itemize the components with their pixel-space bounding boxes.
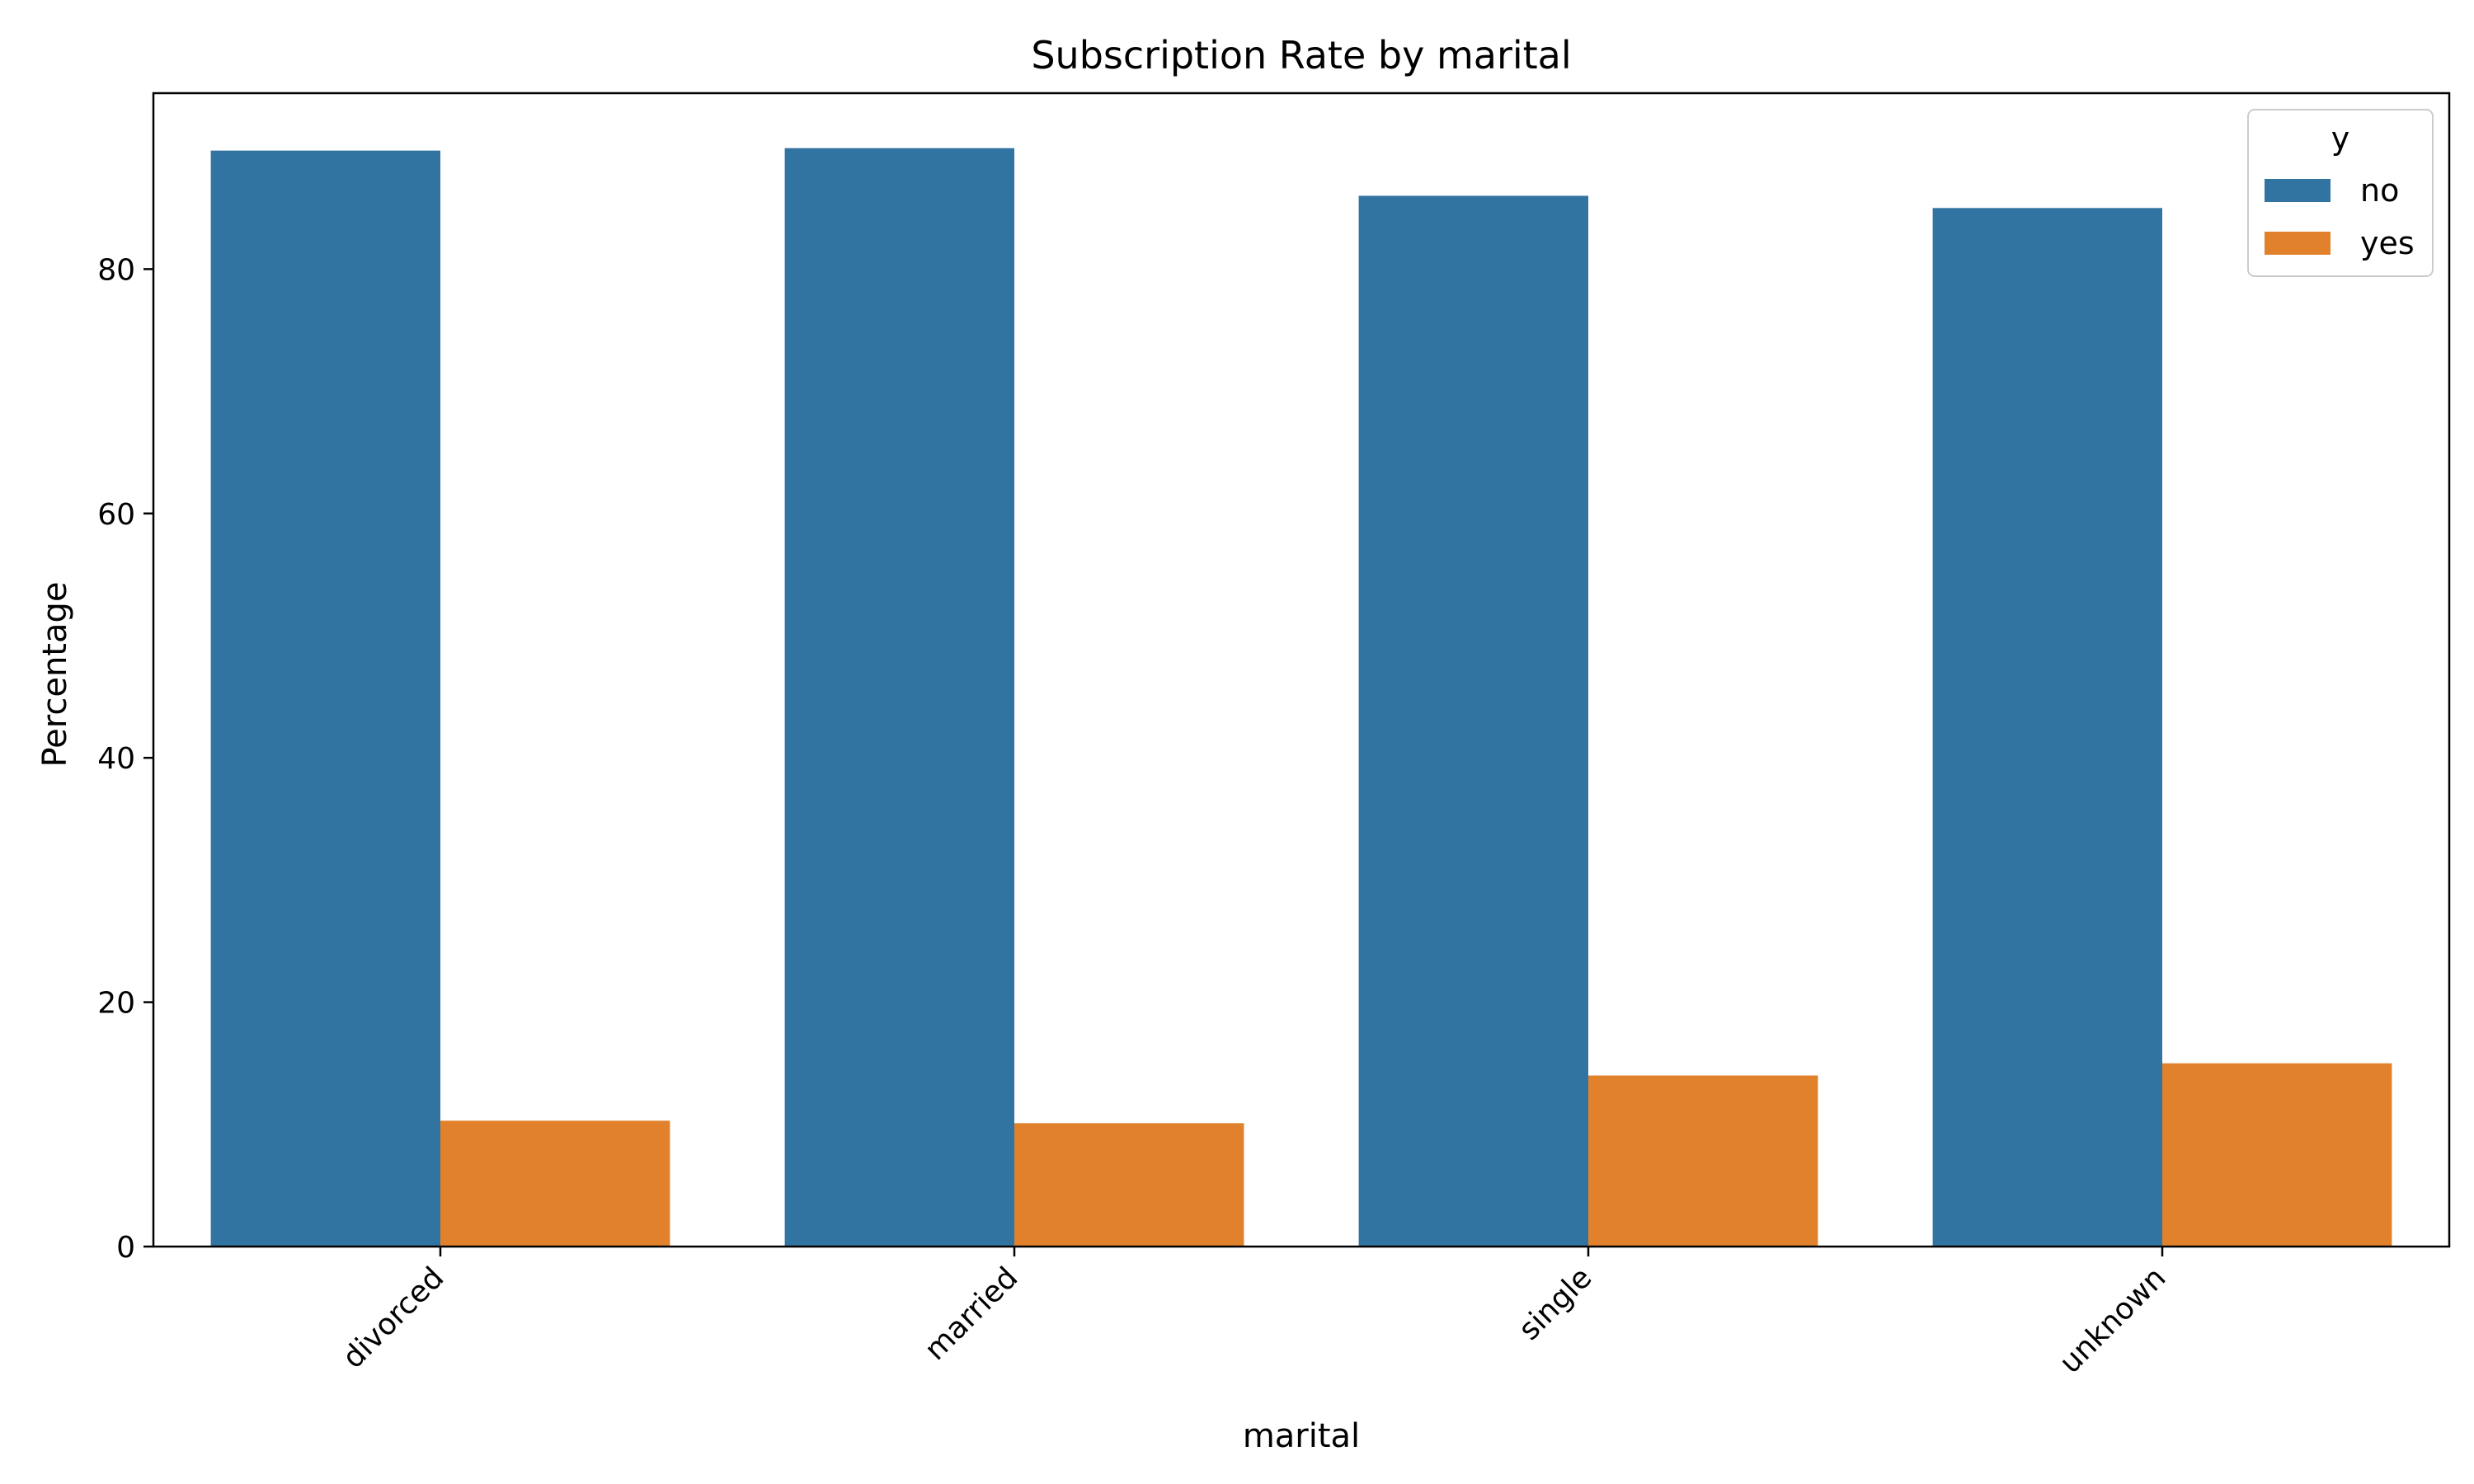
bar-yes-married — [1014, 1123, 1244, 1247]
y-tick-label: 80 — [97, 253, 135, 287]
y-tick-label: 40 — [97, 742, 135, 776]
x-tick-label: married — [919, 1261, 1025, 1367]
x-tick-label: divorced — [336, 1261, 451, 1375]
y-tick-label: 0 — [116, 1231, 135, 1265]
bar-yes-unknown — [2162, 1063, 2392, 1247]
bar-no-unknown — [1932, 208, 2162, 1247]
bar-no-single — [1358, 195, 1588, 1247]
x-tick-label: single — [1512, 1261, 1598, 1346]
x-tick-label: unknown — [2053, 1261, 2173, 1380]
chart-title: Subscription Rate by marital — [1031, 33, 1571, 77]
legend: yno yes — [2247, 109, 2434, 277]
legend-swatch-yes — [2265, 232, 2331, 255]
bar-yes-divorced — [440, 1120, 670, 1247]
plot-area: 0 20 40 60 80 divorced married single unknown — [97, 92, 2451, 1380]
legend-swatch-no — [2265, 179, 2331, 202]
bar-no-married — [784, 148, 1014, 1247]
legend-label-no: no — [2360, 172, 2399, 209]
y-tick-label: 60 — [97, 498, 135, 532]
bar-yes-single — [1588, 1075, 1818, 1247]
y-tick-label: 20 — [97, 987, 135, 1021]
axes-frame — [152, 92, 2451, 1248]
legend-label-yes: yes — [2360, 225, 2415, 261]
y-axis-label: Percentage — [36, 581, 74, 767]
bar-no-divorced — [210, 150, 440, 1247]
x-axis-label: marital — [1243, 1417, 1360, 1455]
legend-title: y — [2331, 120, 2350, 157]
